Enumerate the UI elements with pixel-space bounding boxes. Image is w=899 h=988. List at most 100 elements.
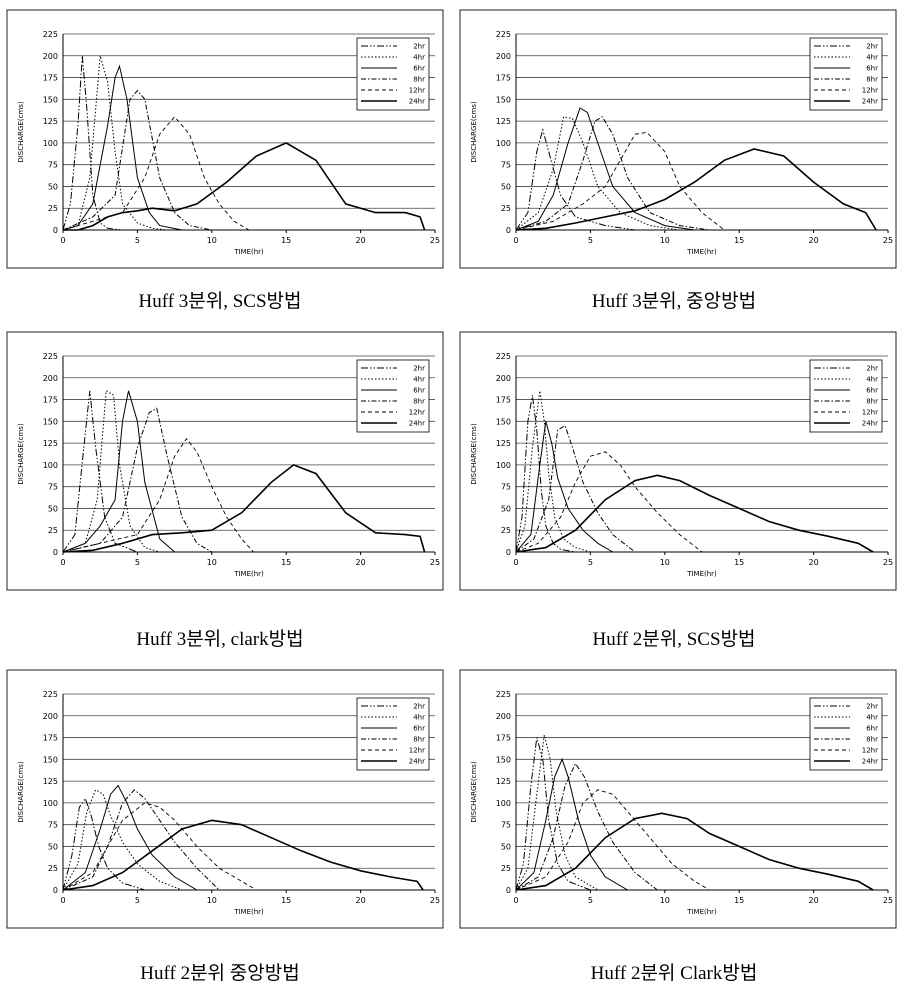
x-tick-label: 0 <box>513 896 518 905</box>
y-tick-label: 50 <box>501 842 511 851</box>
chart-frame <box>6 9 444 269</box>
y-tick-label: 175 <box>496 396 511 405</box>
x-tick-label: 15 <box>281 236 291 245</box>
x-tick-label: 10 <box>660 558 670 567</box>
caption-6: Huff 2분위 Clark방법 <box>590 963 758 984</box>
y-tick-label: 75 <box>501 483 511 492</box>
x-tick-label: 15 <box>734 236 744 245</box>
y-tick-label: 50 <box>48 182 58 191</box>
series-line-24hr <box>515 812 874 891</box>
y-tick-label: 225 <box>43 690 58 699</box>
y-tick-label: 0 <box>506 226 511 235</box>
x-tick-label: 20 <box>809 896 819 905</box>
legend-label: 4hr <box>866 376 878 384</box>
x-tick-label: 0 <box>513 236 518 245</box>
x-tick-label: 5 <box>135 558 140 567</box>
caption-3: Huff 3분위, clark방법 <box>136 629 304 650</box>
legend-label: 24hr <box>409 758 425 766</box>
x-tick-label: 25 <box>883 236 893 245</box>
legend-label: 12hr <box>409 87 425 95</box>
chart-frame <box>459 331 897 591</box>
chart-svg-6: 0 25 50 75 100 125 150 175 200 225 0 5 10 15 20 25 TIME(… <box>459 669 897 929</box>
legend-box <box>809 359 883 433</box>
y-tick-label: 100 <box>496 799 511 808</box>
y-tick-label: 25 <box>48 526 58 535</box>
y-tick-label: 200 <box>43 374 58 383</box>
legend-label: 8hr <box>866 398 878 406</box>
y-tick-label: 100 <box>43 139 58 148</box>
legend-label: 4hr <box>413 54 425 62</box>
legend-label: 24hr <box>862 98 878 106</box>
x-tick-label: 20 <box>356 236 366 245</box>
chart-panel-5: 0 25 50 75 100 125 150 175 200 225 0 5 10 15 20 25 TIME(… <box>5 668 445 930</box>
legend-label: 8hr <box>413 398 425 406</box>
series-line-2hr <box>515 395 576 553</box>
x-tick-label: 5 <box>588 558 593 567</box>
y-tick-label: 125 <box>43 439 58 448</box>
series-line-4hr <box>62 389 160 553</box>
x-tick-label: 5 <box>588 236 593 245</box>
series-line-12hr <box>515 131 725 231</box>
series-line-6hr <box>515 107 695 231</box>
caption-5: Huff 2분위 중앙방법 <box>140 963 300 984</box>
legend-label: 4hr <box>413 376 425 384</box>
x-tick-label: 10 <box>207 558 217 567</box>
y-tick-label: 75 <box>501 161 511 170</box>
legend-label: 12hr <box>862 747 878 755</box>
x-tick-label: 25 <box>883 896 893 905</box>
series-line-6hr <box>515 757 628 891</box>
y-tick-label: 200 <box>43 712 58 721</box>
legend-label: 6hr <box>866 387 878 395</box>
y-tick-label: 100 <box>496 139 511 148</box>
x-tick-label: 25 <box>430 896 440 905</box>
y-tick-label: 75 <box>48 161 58 170</box>
y-tick-label: 175 <box>496 74 511 83</box>
x-tick-label: 15 <box>734 896 744 905</box>
y-tick-label: 150 <box>43 95 58 104</box>
series-line-6hr <box>515 421 613 553</box>
y-tick-label: 200 <box>496 374 511 383</box>
legend-label: 24hr <box>409 98 425 106</box>
y-tick-label: 150 <box>496 755 511 764</box>
series-line-4hr <box>515 734 599 891</box>
series-line-2hr <box>515 737 591 891</box>
caption-1: Huff 3분위, SCS방법 <box>138 291 302 312</box>
series-line-2hr <box>515 127 636 231</box>
x-tick-label: 15 <box>281 896 291 905</box>
caption-4: Huff 2분위, SCS방법 <box>592 629 756 650</box>
series-line-24hr <box>515 474 874 553</box>
legend-box <box>356 697 430 771</box>
legend-label: 2hr <box>413 43 425 51</box>
chart-svg-4: 0 25 50 75 100 125 150 175 200 225 0 5 10 15 20 25 TIME(… <box>459 331 897 591</box>
y-tick-label: 200 <box>43 52 58 61</box>
legend-label: 4hr <box>866 714 878 722</box>
series-line-8hr <box>515 424 636 553</box>
legend-label: 6hr <box>413 387 425 395</box>
x-tick-label: 10 <box>660 896 670 905</box>
series-line-8hr <box>62 89 212 231</box>
y-tick-label: 125 <box>496 439 511 448</box>
chart-frame <box>6 331 444 591</box>
y-tick-label: 50 <box>48 504 58 513</box>
chart-svg-5: 0 25 50 75 100 125 150 175 200 225 0 5 10 15 20 25 TIME(… <box>6 669 444 929</box>
x-axis-label: TIME(hr) <box>686 570 717 578</box>
series-line-24hr <box>62 463 426 553</box>
legend-label: 12hr <box>409 747 425 755</box>
y-tick-label: 100 <box>43 461 58 470</box>
chart-panel-2: 0 25 50 75 100 125 150 175 200 225 0 5 10 15 20 25 TIME(… <box>458 8 898 270</box>
y-axis-label: DISCHARGE(cms) <box>17 423 25 485</box>
series-line-6hr <box>62 784 198 891</box>
y-tick-label: 175 <box>496 734 511 743</box>
x-axis-label: TIME(hr) <box>686 908 717 916</box>
y-tick-label: 125 <box>496 117 511 126</box>
chart-panel-1: 0 25 50 75 100 125 150 175 200 225 0 5 10 15 20 25 TIME(… <box>5 8 445 270</box>
y-tick-label: 175 <box>43 74 58 83</box>
series-line-4hr <box>515 116 680 231</box>
x-axis-label: TIME(hr) <box>686 248 717 256</box>
series-line-12hr <box>62 802 257 891</box>
series-line-12hr <box>515 451 703 553</box>
series-line-6hr <box>62 390 175 553</box>
legend-label: 2hr <box>413 703 425 711</box>
legend-label: 6hr <box>866 65 878 73</box>
y-tick-label: 225 <box>43 30 58 39</box>
